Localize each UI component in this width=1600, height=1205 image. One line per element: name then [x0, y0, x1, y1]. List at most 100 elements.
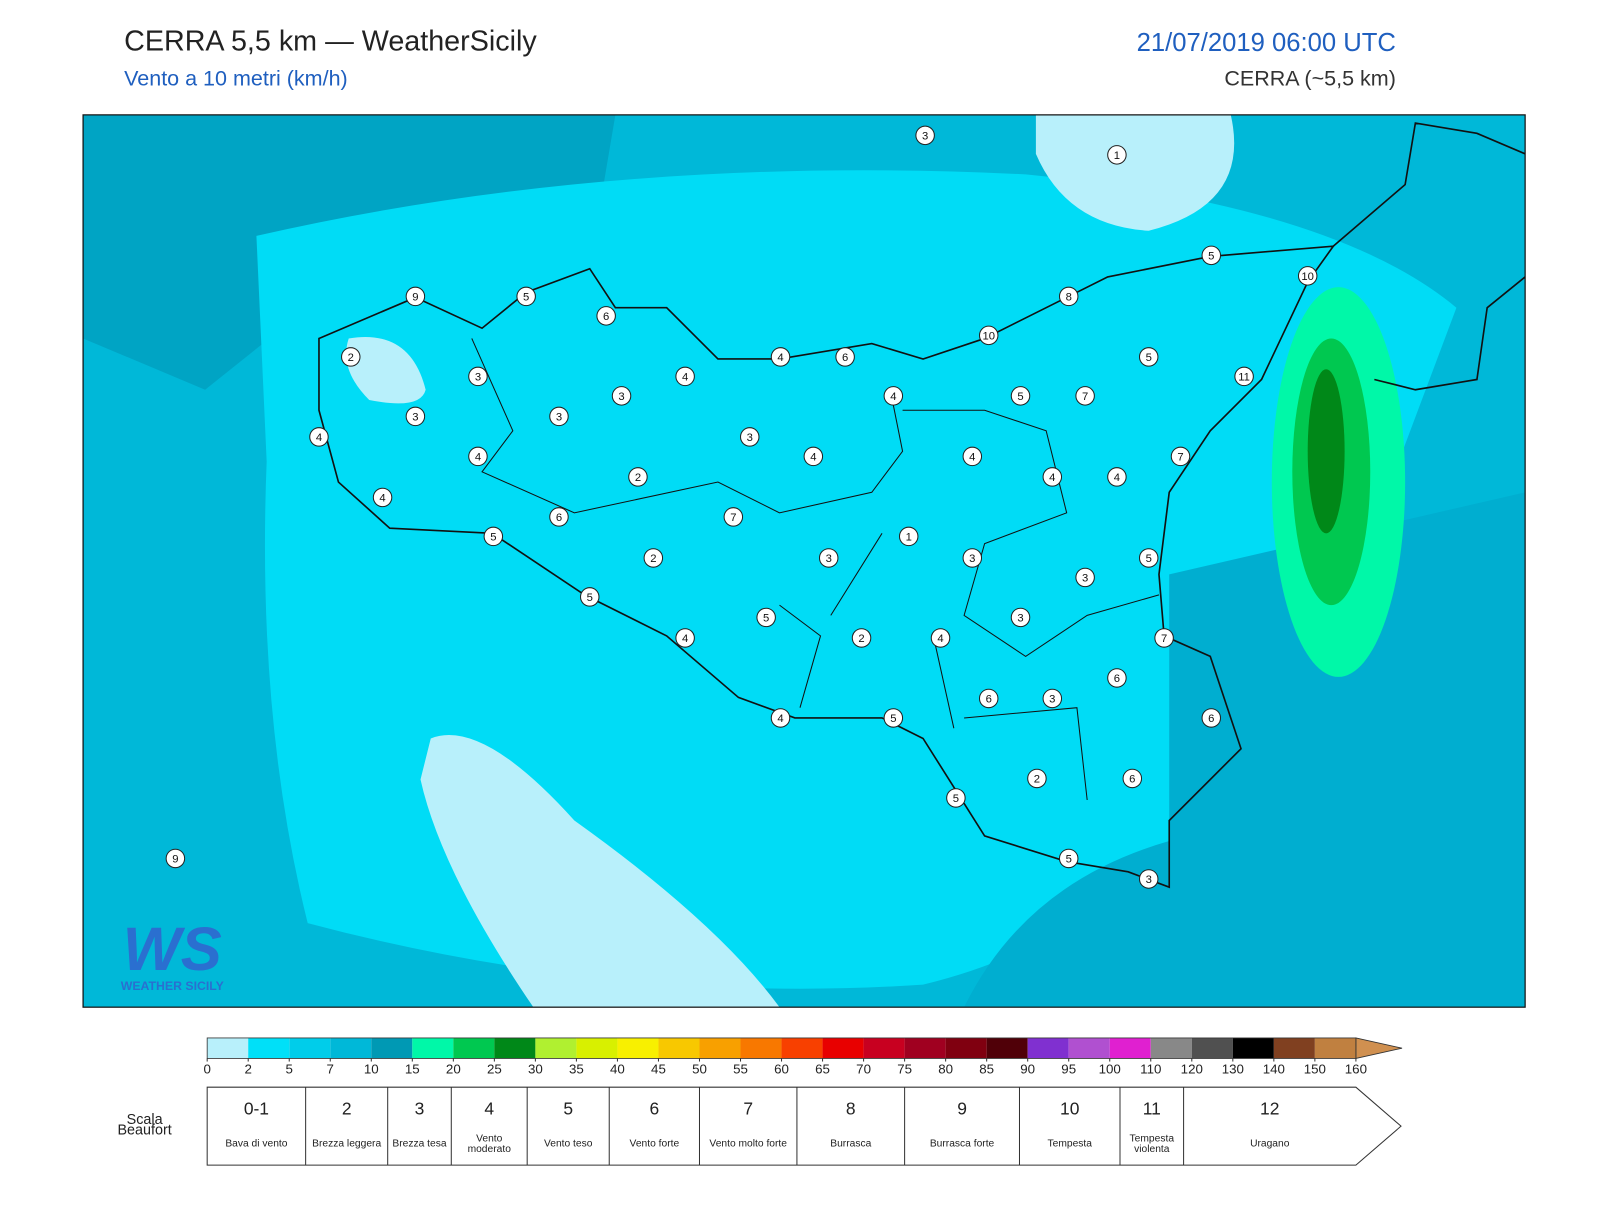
- colorbar-segment: [1191, 1037, 1233, 1059]
- station-value: 6: [603, 311, 609, 323]
- station-value: 8: [1066, 291, 1072, 303]
- beaufort-force: 9: [957, 1098, 967, 1118]
- colorbar-segment: [986, 1037, 1028, 1059]
- colorbar-tick-label: 90: [1020, 1061, 1035, 1076]
- station-value: 2: [348, 352, 354, 364]
- station-marker: [1107, 467, 1127, 487]
- beaufort-force: 10: [1060, 1098, 1080, 1118]
- station-marker: [675, 366, 695, 387]
- station-marker: [915, 125, 935, 146]
- colorbar-tick-label: 75: [897, 1061, 912, 1076]
- colorbar-segment: [740, 1037, 782, 1059]
- model: CERRA (~5,5 km): [1224, 67, 1396, 91]
- station-value: 3: [747, 432, 753, 444]
- station-value: 5: [953, 793, 959, 805]
- station-marker: [1042, 688, 1063, 709]
- station-value: 3: [556, 411, 562, 423]
- colorbar-tick-label: 0: [203, 1061, 210, 1076]
- colorbar-tick-label: 150: [1304, 1061, 1326, 1076]
- station-marker: [803, 446, 824, 467]
- station-marker: [1170, 446, 1191, 467]
- beaufort-description-box: Tempesta violenta: [1129, 1133, 1175, 1155]
- colorbar-segment: [289, 1037, 331, 1059]
- colorbar-tick-label: 10: [364, 1061, 379, 1076]
- colorbar-segment: [1150, 1037, 1192, 1059]
- colorbar-segment: [453, 1037, 495, 1059]
- datetime: 21/07/2019 06:00 UTC: [1137, 29, 1396, 57]
- station-marker: [1058, 848, 1079, 869]
- beaufort-force: 6: [650, 1098, 660, 1118]
- station-marker: [483, 526, 504, 547]
- beaufort-force: 11: [1143, 1098, 1161, 1118]
- colorbar-tick-label: 130: [1222, 1061, 1244, 1076]
- station-marker: [978, 325, 999, 346]
- colorbar-segment: [412, 1037, 454, 1059]
- beaufort-description-box: Uragano: [1250, 1139, 1289, 1149]
- station-value: 6: [986, 693, 992, 705]
- station-marker: [962, 548, 983, 568]
- station-marker: [756, 607, 776, 628]
- station-value: 3: [475, 371, 481, 383]
- beaufort-description-box: Vento molto forte: [709, 1139, 787, 1149]
- station-value: 7: [1082, 391, 1088, 403]
- colorbar-tick-label: 50: [692, 1061, 707, 1076]
- logo-initials: WS: [123, 915, 222, 984]
- map: WS WEATHER SICILY 3 1 5 10 9 5 6 8 10 2 4 6 5 11 3 4 3 4 5…: [83, 114, 1526, 1008]
- station-marker: [1010, 607, 1031, 628]
- station-value: 4: [890, 391, 896, 403]
- colorbar-segment: [535, 1037, 577, 1059]
- beaufort-force: 12: [1260, 1098, 1279, 1118]
- colorbar-tick-label: 45: [651, 1061, 666, 1076]
- station-marker: [1201, 708, 1222, 728]
- colorbar-segment: [1068, 1037, 1110, 1059]
- station-marker: [1138, 347, 1159, 367]
- station-marker: [723, 507, 744, 527]
- station-value: 3: [618, 391, 624, 403]
- station-value: 10: [982, 330, 995, 342]
- station-value: 7: [730, 512, 736, 524]
- beaufort-description-box: Brezza tesa: [392, 1139, 446, 1149]
- colorbar-segment: [658, 1037, 700, 1059]
- colorbar-segment: [699, 1037, 741, 1059]
- beaufort-description: Tempesta violenta: [1129, 1133, 1175, 1155]
- station-value: 6: [1129, 773, 1135, 785]
- station-value: 7: [1177, 451, 1183, 463]
- station-marker: [978, 688, 999, 709]
- station-marker: [675, 628, 695, 648]
- colorbar-tick-label: 120: [1181, 1061, 1203, 1076]
- colorbar-segment: [576, 1037, 618, 1059]
- station-marker: [898, 526, 919, 547]
- beaufort-description-box: Bava di vento: [225, 1139, 287, 1149]
- field: [346, 336, 426, 404]
- station-marker: [835, 347, 855, 367]
- station-value: 6: [1208, 713, 1214, 725]
- station-value: 2: [1034, 773, 1040, 785]
- station-marker: [1138, 548, 1159, 568]
- colorbar-segment: [1027, 1037, 1069, 1059]
- station-marker: [1075, 567, 1095, 588]
- station-marker: [1138, 869, 1159, 889]
- station-marker: [165, 848, 186, 869]
- station-marker: [309, 427, 329, 447]
- station-value: 6: [1114, 673, 1120, 685]
- beaufort-force: 5: [563, 1098, 573, 1118]
- beaufort-force: 0-1: [244, 1098, 269, 1118]
- station-marker: [818, 548, 839, 568]
- station-value: 3: [1146, 874, 1152, 886]
- station-value: 5: [763, 612, 769, 624]
- station-value: 4: [682, 371, 688, 383]
- station-marker: [1058, 286, 1079, 307]
- station-marker: [1027, 768, 1047, 789]
- field: [1035, 114, 1235, 231]
- station-value: 1: [1114, 150, 1120, 162]
- station-marker: [770, 708, 791, 728]
- station-marker: [549, 406, 569, 427]
- beaufort-description: Vento teso: [543, 1138, 593, 1150]
- station-value: 4: [777, 713, 783, 725]
- colorbar-segment: [904, 1037, 946, 1059]
- colorbar-tick-label: 70: [856, 1061, 871, 1076]
- station-marker: [643, 548, 664, 568]
- beaufort-description-box: Tempesta: [1048, 1139, 1092, 1149]
- colorbar-segment: [1109, 1037, 1151, 1059]
